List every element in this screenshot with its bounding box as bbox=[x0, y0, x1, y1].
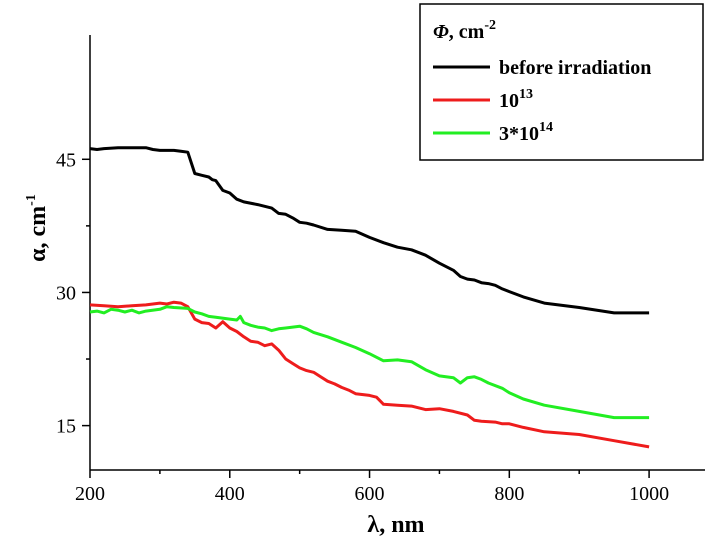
legend-entries: before irradiation 1013 3*1014 bbox=[433, 57, 651, 145]
x-tick-label: 400 bbox=[215, 483, 245, 505]
y-ticks: 15 30 45 bbox=[56, 149, 90, 438]
x-tick-label: 800 bbox=[494, 483, 524, 505]
x-ticks: 200 400 600 800 1000 bbox=[75, 470, 669, 505]
series-line-3 bbox=[89, 305, 650, 420]
legend-title-sup: -2 bbox=[484, 18, 496, 33]
x-tick-label: 200 bbox=[75, 483, 105, 505]
legend: Φ, cm-2 before irradiation 1013 3*1014 bbox=[419, 3, 704, 161]
legend-title-rest: , cm bbox=[449, 21, 485, 43]
series-line-1 bbox=[89, 146, 650, 315]
legend-title-symbol: Φ bbox=[433, 21, 449, 43]
y-axis-title-main: α, cm bbox=[25, 206, 51, 262]
x-tick-label: 600 bbox=[355, 483, 385, 505]
x-tick-label: 1000 bbox=[629, 483, 669, 505]
y-tick-label: 30 bbox=[56, 282, 76, 304]
y-tick-label: 15 bbox=[56, 416, 76, 438]
x-axis-title: λ, nm bbox=[367, 512, 424, 538]
y-axis-title: α, cm-1 bbox=[24, 194, 51, 262]
series-line-2 bbox=[89, 300, 650, 449]
series-group bbox=[89, 146, 650, 449]
legend-label-3: 3*1014 bbox=[499, 120, 553, 145]
legend-label-2: 1013 bbox=[499, 87, 533, 112]
y-tick-label: 45 bbox=[56, 149, 76, 171]
legend-title: Φ, cm-2 bbox=[433, 18, 496, 43]
y-axis-title-sup: -1 bbox=[24, 194, 39, 206]
legend-label-1: before irradiation bbox=[499, 57, 651, 79]
plot-frame bbox=[89, 35, 705, 471]
